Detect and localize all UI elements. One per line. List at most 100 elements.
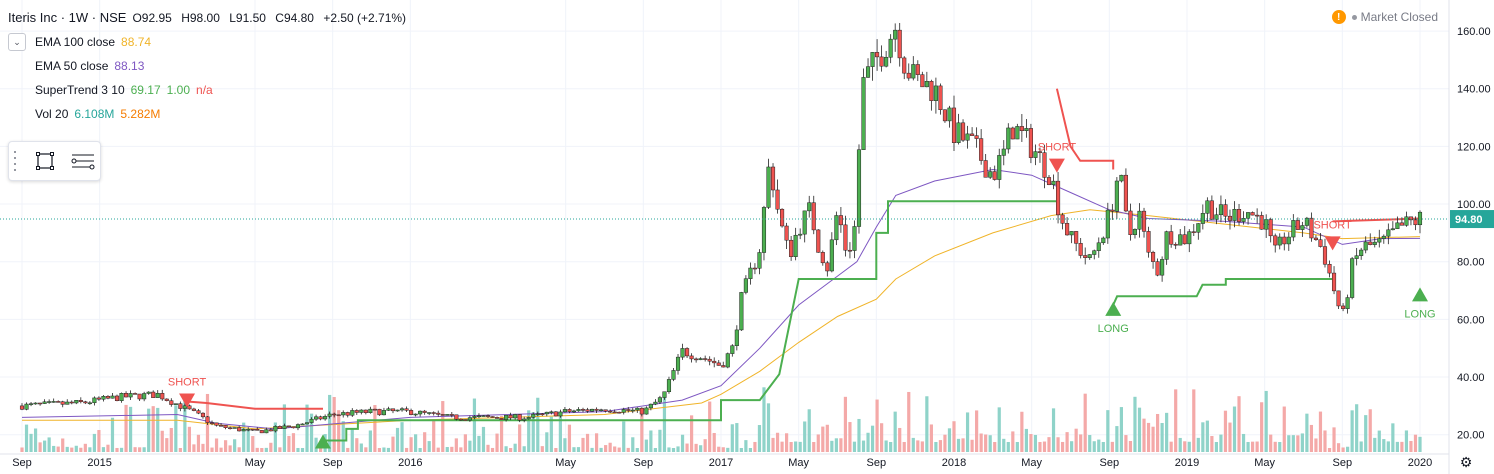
- volume-bar: [1192, 389, 1196, 452]
- candle-body: [508, 414, 513, 419]
- volume-bar: [1237, 396, 1241, 452]
- supertrend-down: [186, 400, 323, 410]
- candle-body: [657, 397, 662, 403]
- volume-bar: [775, 432, 780, 452]
- volume-bar: [522, 446, 526, 452]
- symbol-title[interactable]: Iteris Inc · 1W · NSE: [8, 10, 127, 25]
- candle-body: [1024, 128, 1029, 131]
- volume-bar: [812, 442, 816, 452]
- candle-body: [255, 428, 260, 431]
- candle-body: [47, 401, 52, 403]
- candle-body: [142, 393, 147, 400]
- candle-body: [110, 395, 115, 399]
- candle-body: [1151, 251, 1156, 262]
- volume-bar: [350, 428, 354, 452]
- volume-bar: [527, 410, 531, 452]
- volume-bar: [477, 435, 481, 452]
- volume-bar: [504, 446, 508, 452]
- candle-body: [96, 397, 101, 400]
- market-status-text: Market Closed: [1360, 10, 1438, 24]
- drag-handle-icon[interactable]: [14, 151, 22, 171]
- candle-body: [232, 427, 237, 429]
- candle-body: [1399, 222, 1404, 226]
- lines-settings-icon[interactable]: [68, 146, 98, 176]
- indicator-row-ema100[interactable]: ⌄ EMA 100 close 88.74: [8, 30, 406, 54]
- volume-bar: [1092, 441, 1096, 452]
- volume-bar: [133, 447, 137, 452]
- indicator-name: Vol 20: [35, 107, 69, 121]
- candle-body: [304, 422, 310, 425]
- candle-body: [60, 401, 65, 405]
- volume-bar: [486, 444, 490, 452]
- candle-body: [345, 412, 350, 416]
- volume-bar: [1110, 441, 1114, 452]
- volume-bar: [1332, 427, 1336, 452]
- candle-body: [445, 414, 450, 416]
- volume-bar: [735, 423, 739, 452]
- volume-bar: [355, 438, 359, 452]
- warning-icon[interactable]: !: [1331, 10, 1346, 24]
- settings-gear-icon[interactable]: ⚙: [1460, 455, 1473, 471]
- candle-body: [562, 409, 567, 413]
- candle-body: [1304, 217, 1309, 226]
- volume-bar: [391, 436, 395, 452]
- candle-body: [929, 81, 934, 101]
- volume-bar: [1106, 410, 1110, 452]
- volume-bar: [1287, 435, 1291, 452]
- candle-body: [856, 149, 862, 227]
- indicator-row-supertrend[interactable]: SuperTrend 3 10 69.17 1.00 n/a: [8, 78, 406, 102]
- candle-body: [381, 410, 386, 416]
- candle-body: [494, 417, 500, 419]
- volume-bar: [174, 405, 178, 452]
- candle-body: [472, 415, 477, 418]
- collapse-legend-button[interactable]: ⌄: [8, 33, 26, 51]
- short-signal-label: SHORT: [1038, 142, 1077, 154]
- candle-body: [427, 412, 432, 414]
- volume-bar: [432, 420, 436, 452]
- volume-bar: [115, 447, 119, 452]
- indicator-row-ema50[interactable]: EMA 50 close 88.13: [8, 54, 406, 78]
- drawing-toolbar[interactable]: [8, 141, 101, 181]
- volume-bar: [1065, 432, 1069, 452]
- volume-bar: [1074, 428, 1078, 452]
- volume-bar: [975, 410, 979, 452]
- volume-bar: [1115, 426, 1119, 452]
- candle-body: [1345, 297, 1350, 309]
- volume-bar: [1088, 435, 1092, 452]
- volume-bar: [1404, 430, 1409, 452]
- volume-bar: [377, 447, 382, 452]
- candle-body: [246, 428, 251, 431]
- candle-body: [757, 252, 762, 269]
- volume-bar: [794, 441, 798, 452]
- time-tick-label: Sep: [12, 457, 32, 469]
- price-tick-label: 20.00: [1457, 430, 1485, 442]
- volume-bar: [1314, 438, 1318, 452]
- candle-body: [1146, 231, 1151, 253]
- volume-bar: [952, 421, 956, 452]
- volume-bar: [739, 447, 743, 452]
- volume-bar: [74, 445, 78, 452]
- candle-body: [852, 226, 857, 251]
- candle-body: [1078, 243, 1083, 256]
- volume-bar: [1097, 439, 1101, 452]
- candle-body: [51, 401, 56, 403]
- candle-body: [277, 426, 282, 429]
- indicator-name: EMA 100 close: [35, 35, 116, 49]
- candle-body: [1132, 228, 1138, 235]
- volume-bar: [956, 438, 961, 452]
- indicator-row-volume[interactable]: Vol 20 6.108M 5.282M: [8, 102, 406, 126]
- supertrend-up: [323, 200, 1057, 442]
- candle-body: [933, 85, 938, 101]
- open-value: O92.95: [132, 11, 172, 25]
- volume-bar: [594, 433, 599, 452]
- candle-body: [942, 109, 948, 122]
- volume-bar: [119, 447, 124, 452]
- volume-bar: [748, 447, 753, 452]
- candle-body: [250, 428, 255, 431]
- candle-body: [1350, 258, 1355, 298]
- candle-body: [1241, 218, 1246, 222]
- rectangle-tool-icon[interactable]: [30, 146, 60, 176]
- time-tick-label: Sep: [634, 457, 654, 469]
- candle-body: [476, 415, 482, 418]
